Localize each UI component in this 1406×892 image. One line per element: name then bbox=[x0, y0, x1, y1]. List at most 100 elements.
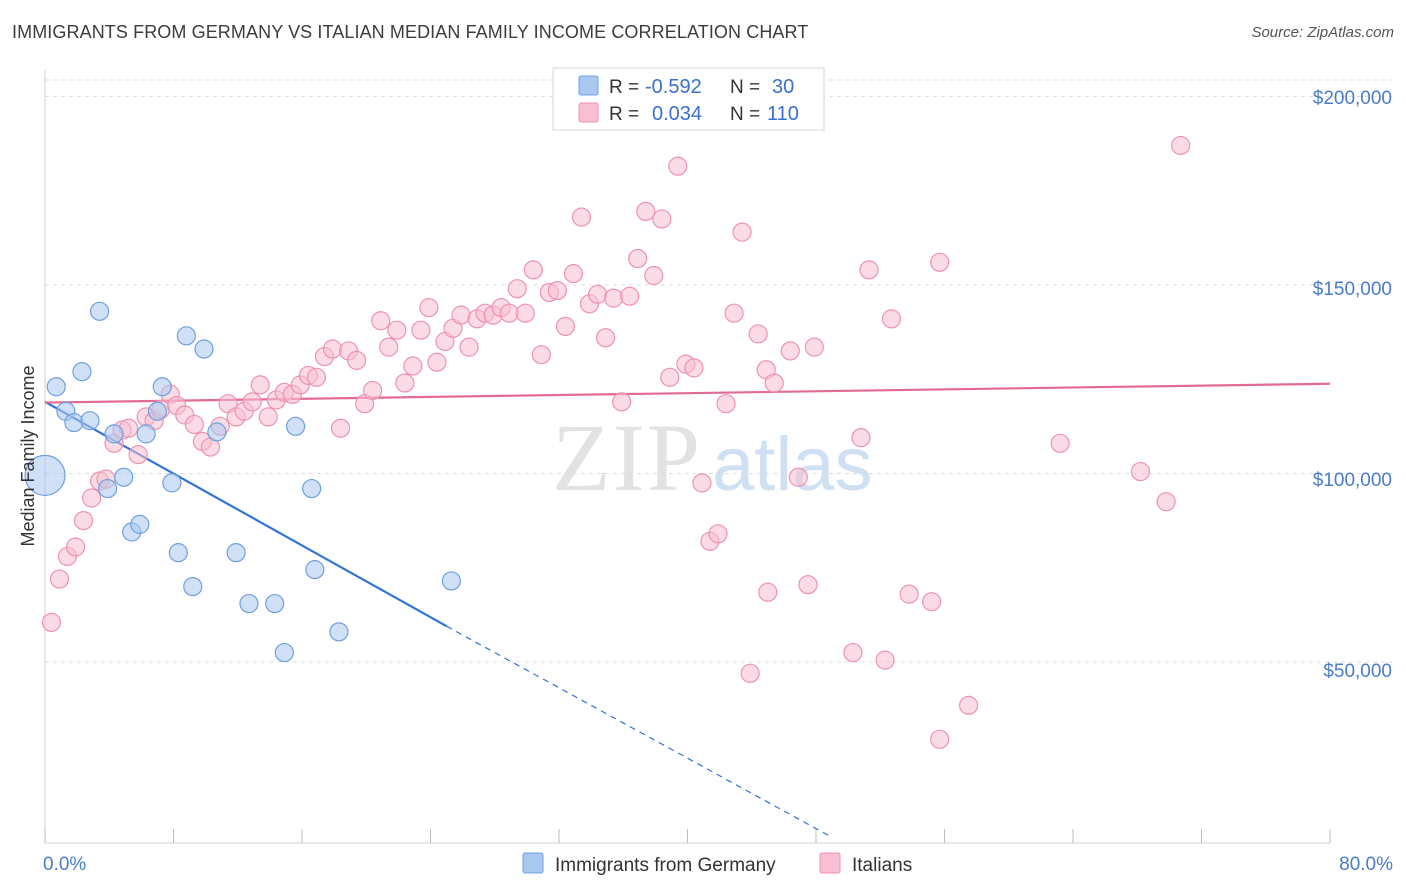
germany-point bbox=[302, 478, 322, 499]
y-tick-label: $200,000 bbox=[1313, 88, 1392, 109]
legend-n-label: N = bbox=[730, 104, 760, 125]
italians-point bbox=[81, 488, 102, 508]
germany-point bbox=[176, 326, 196, 346]
italians-point bbox=[764, 373, 784, 393]
italians-point bbox=[363, 380, 383, 401]
italians-point bbox=[758, 582, 778, 602]
italians-point bbox=[515, 303, 535, 323]
italians-point bbox=[660, 367, 680, 387]
italians-point bbox=[250, 375, 270, 395]
legend-n-label: N = bbox=[730, 77, 760, 98]
italians-point bbox=[411, 320, 431, 340]
italians-point bbox=[184, 414, 204, 435]
italians-point bbox=[41, 612, 62, 633]
italians-point bbox=[330, 418, 351, 438]
germany-point bbox=[64, 412, 84, 433]
germany-point bbox=[104, 424, 124, 444]
italians-point bbox=[395, 373, 415, 393]
italians-point bbox=[595, 328, 616, 348]
italians-point bbox=[899, 584, 919, 604]
italians-point bbox=[804, 337, 824, 357]
legend-n-value: 110 bbox=[767, 103, 799, 125]
italians-point bbox=[604, 288, 624, 308]
watermark: ZIP atlas bbox=[552, 404, 873, 511]
italians-point bbox=[65, 537, 86, 557]
italians-point bbox=[780, 341, 800, 361]
legend-r-label: R = bbox=[609, 77, 639, 98]
germany-point bbox=[168, 543, 188, 563]
series-legend-label: Italians bbox=[852, 855, 912, 876]
italians-point bbox=[644, 265, 664, 286]
italians-point bbox=[668, 156, 688, 176]
italians-point bbox=[740, 663, 760, 683]
italians-point bbox=[306, 367, 327, 387]
italians-point bbox=[242, 392, 262, 412]
italians-point bbox=[652, 209, 672, 229]
italians-point bbox=[322, 339, 343, 359]
italians-point bbox=[1156, 492, 1176, 512]
italians-point bbox=[403, 356, 423, 376]
series-legend-label: Immigrants from Germany bbox=[555, 855, 776, 876]
italians-point bbox=[451, 305, 471, 325]
italians-point bbox=[547, 280, 567, 301]
italians-point bbox=[930, 252, 950, 272]
italians-point bbox=[851, 428, 871, 448]
italians-point bbox=[843, 642, 863, 663]
legend-n-value: 30 bbox=[772, 76, 794, 98]
italians-point bbox=[881, 309, 902, 329]
germany-point bbox=[285, 416, 306, 436]
germany-point bbox=[239, 593, 259, 614]
germany-point bbox=[183, 576, 203, 597]
italians-point bbox=[732, 222, 752, 242]
chart-title: IMMIGRANTS FROM GERMANY VS ITALIAN MEDIA… bbox=[12, 22, 809, 42]
italians-point bbox=[875, 650, 895, 670]
y-tick-label: $150,000 bbox=[1313, 279, 1392, 300]
italians-point bbox=[716, 394, 736, 414]
x-tick-label-max: 80.0% bbox=[1339, 854, 1393, 875]
y-tick-labels: $50,000 $100,000 $150,000 $200,000 bbox=[1313, 88, 1392, 682]
legend-r-value: 0.034 bbox=[652, 103, 702, 125]
italians-point bbox=[507, 279, 527, 299]
italians-point bbox=[531, 345, 551, 365]
germany-point bbox=[136, 424, 156, 444]
y-tick-label: $100,000 bbox=[1313, 470, 1392, 491]
germany-point bbox=[274, 642, 294, 663]
legend-r-value: -0.592 bbox=[645, 76, 702, 98]
germany-point bbox=[24, 454, 66, 496]
italians-point bbox=[798, 575, 818, 595]
germany-trend-extension bbox=[446, 625, 833, 838]
grid-lines bbox=[45, 79, 1392, 663]
y-tick-label: $50,000 bbox=[1323, 661, 1392, 682]
italians-point bbox=[958, 695, 979, 715]
italians-point bbox=[563, 264, 584, 284]
germany-point bbox=[130, 514, 150, 534]
watermark-atlas: atlas bbox=[712, 422, 873, 507]
germany-point bbox=[90, 301, 110, 321]
italians-point bbox=[387, 320, 407, 340]
italians-point bbox=[684, 358, 704, 378]
germany-point bbox=[80, 411, 100, 431]
germany-point bbox=[162, 473, 182, 493]
data-points bbox=[24, 135, 1191, 749]
germany-point bbox=[305, 560, 325, 580]
italians-point bbox=[347, 350, 367, 370]
italians-point bbox=[371, 311, 391, 331]
legend-swatch-pink bbox=[578, 102, 599, 123]
germany-point bbox=[207, 422, 227, 442]
italians-point bbox=[73, 511, 94, 531]
italians-point bbox=[628, 248, 648, 269]
germany-point bbox=[329, 622, 349, 642]
germany-point bbox=[265, 593, 285, 614]
italians-point bbox=[587, 284, 608, 304]
italians-point bbox=[555, 316, 576, 337]
germany-point bbox=[194, 339, 214, 359]
germany-point bbox=[441, 571, 461, 591]
stats-legend: R = -0.592 N = 30 R = 0.034 N = 110 bbox=[552, 67, 825, 131]
italians-point bbox=[49, 569, 70, 589]
italians-point bbox=[922, 592, 942, 612]
italians-point bbox=[499, 303, 519, 323]
italians-point bbox=[1171, 135, 1191, 156]
italians-point bbox=[692, 473, 712, 493]
germany-point bbox=[46, 377, 66, 397]
